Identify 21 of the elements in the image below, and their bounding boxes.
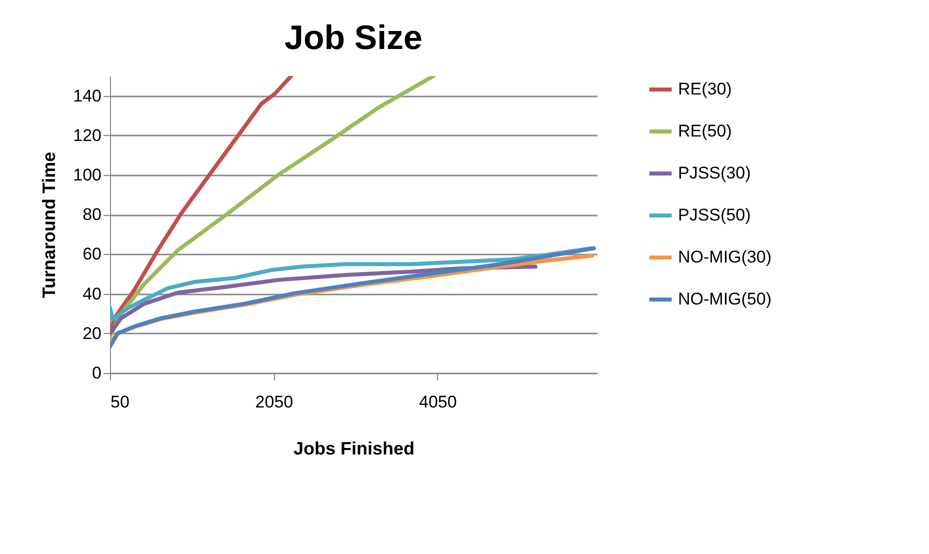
x-tick-label: 2050 xyxy=(255,392,294,412)
x-tick-label: 4050 xyxy=(418,392,457,412)
x-axis-title: Jobs Finished xyxy=(293,438,415,458)
line-series xyxy=(110,76,436,338)
chart-title: Job Size xyxy=(284,19,422,57)
x-tick-label: 50 xyxy=(110,392,130,412)
legend-label: PJSS(30) xyxy=(678,164,751,182)
y-tick-label: 20 xyxy=(82,324,102,343)
y-tick-label: 100 xyxy=(73,166,102,184)
legend-label: RE(30) xyxy=(678,80,732,98)
y-tick-label: 0 xyxy=(92,364,102,382)
legend-label: NO-MIG(50) xyxy=(678,290,772,308)
legend-label: PJSS(50) xyxy=(678,206,751,224)
y-tick-label: 40 xyxy=(82,284,102,304)
y-axis-title: Turnaround Time xyxy=(39,152,60,298)
y-tick-label: 140 xyxy=(73,86,102,106)
y-tick-label: 60 xyxy=(82,244,102,264)
legend-label: NO-MIG(30) xyxy=(678,248,772,266)
y-tick-label: 120 xyxy=(73,126,102,145)
legend-label: RE(50) xyxy=(678,122,732,140)
y-tick-label: 80 xyxy=(82,205,102,224)
